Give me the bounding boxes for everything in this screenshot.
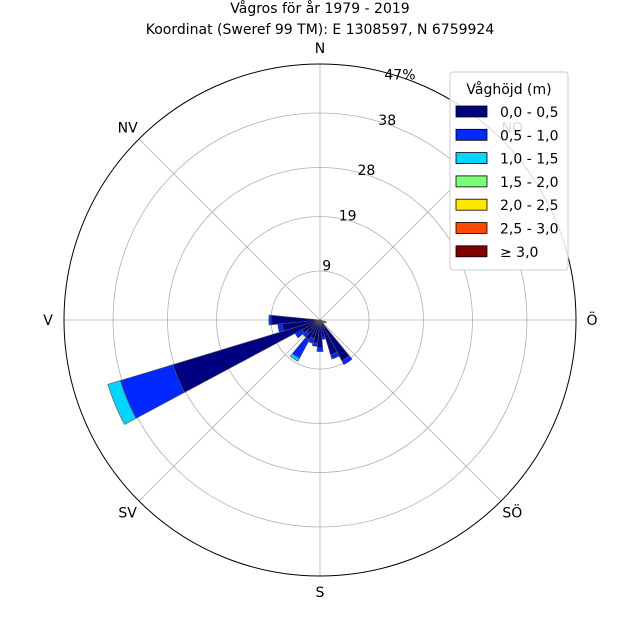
legend-label-5: 2,5 - 3,0 <box>500 222 558 238</box>
direction-label-n: N <box>315 41 325 57</box>
radial-max-label: 47% <box>384 67 415 83</box>
chart-title: Vågros för år 1979 - 2019 <box>230 0 409 17</box>
legend-title: Våghöjd (m) <box>466 81 551 98</box>
direction-label-so: SÖ <box>502 503 522 521</box>
radial-tick-label-3: 38 <box>378 113 396 129</box>
rose-bars <box>107 314 353 425</box>
outer-frame <box>63 63 577 577</box>
bar-4-bin-1 <box>321 336 327 340</box>
grid-spoke-so <box>319 319 502 502</box>
legend-label-6: ≥ 3,0 <box>500 245 538 261</box>
direction-label-sv: SV <box>118 505 137 521</box>
bar-13-bin-1 <box>268 314 272 326</box>
polar-grid <box>63 63 577 577</box>
legend-swatch-6 <box>455 245 488 258</box>
legend-swatch-0 <box>455 105 488 118</box>
bar-0-bin-0 <box>319 319 327 324</box>
bar-6-bin-1 <box>311 342 319 347</box>
bar-5-bin-1 <box>316 347 324 352</box>
chart-subtitle: Koordinat (Sweref 99 TM): E 1308597, N 6… <box>146 22 495 38</box>
legend-swatch-4 <box>455 198 488 211</box>
legend-frame <box>449 71 569 271</box>
radial-tick-label-0: 9 <box>322 259 331 275</box>
legend-label-0: 0,0 - 0,5 <box>500 105 558 121</box>
legend-swatch-1 <box>455 128 488 141</box>
grid-spoke-sv <box>138 319 321 502</box>
legend: Våghöjd (m) 0,0 - 0,5 0,5 - 1,0 1,0 - 1,5 1… <box>449 71 569 271</box>
radial-tick-label-1: 19 <box>339 208 357 224</box>
bar-11-bin-2 <box>107 380 137 425</box>
bar-3-bin-1 <box>330 351 340 360</box>
direction-label-nv: NV <box>118 121 138 137</box>
legend-swatch-2 <box>455 152 488 165</box>
legend-label-1: 0,5 - 1,0 <box>500 128 558 144</box>
direction-label-v: V <box>43 313 53 329</box>
legend-label-4: 2,0 - 2,5 <box>500 198 558 214</box>
bar-8-bin-1 <box>291 336 310 359</box>
legend-swatch-5 <box>455 222 488 234</box>
legend-label-3: 1,5 - 2,0 <box>500 175 558 191</box>
bar-2-bin-1 <box>341 355 353 366</box>
radial-tick-label-2: 28 <box>357 163 375 179</box>
bar-8-bin-2 <box>289 353 300 362</box>
legend-swatch-3 <box>455 175 488 188</box>
legend-label-2: 1,0 - 1,5 <box>500 152 558 168</box>
direction-label-s: S <box>316 585 325 601</box>
grid-spoke-nv <box>138 138 321 321</box>
direction-label-o: Ö <box>586 311 597 329</box>
